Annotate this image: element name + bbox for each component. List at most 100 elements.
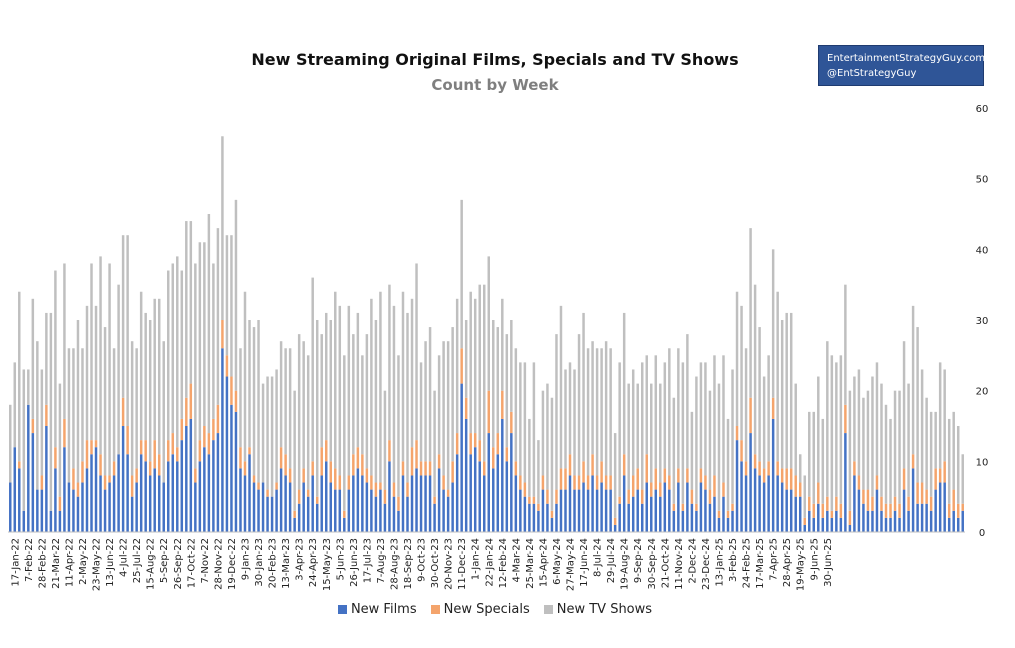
bar-tv-0: [9, 404, 12, 483]
bar-specials-22: [108, 475, 111, 483]
bar-films-173: [789, 489, 793, 532]
bar-films-69: [320, 475, 323, 532]
bar-tv-28: [135, 348, 138, 469]
x-tick-label: 20-Nov-23: [444, 538, 455, 590]
bar-specials-107: [492, 447, 495, 469]
bar-tv-184: [839, 355, 843, 504]
x-tick-label: 9-Sep-24: [633, 538, 644, 583]
bar-tv-199: [907, 383, 910, 497]
y-tick-label: 0: [979, 528, 985, 539]
bar-tv-124: [568, 362, 572, 455]
bar-films-84: [388, 461, 391, 532]
bar-specials-65: [302, 468, 305, 483]
x-tick-label: 17-Jan-22: [10, 538, 21, 587]
bar-specials-109: [501, 390, 504, 419]
x-tick-label: 9-Oct-23: [417, 538, 428, 582]
brand-box: EntertainmentStrategyGuy.com @EntStrateg…: [818, 45, 985, 86]
bar-films-201: [916, 503, 919, 532]
bar-tv-66: [306, 355, 310, 490]
x-tick-label: 13-Jan-25: [714, 538, 725, 587]
bar-specials-78: [361, 454, 364, 476]
bar-tv-44: [207, 214, 211, 434]
bar-films-148: [677, 482, 680, 532]
bar-tv-9: [49, 312, 53, 511]
bar-films-19: [94, 447, 98, 532]
bar-films-101: [464, 418, 468, 532]
bar-tv-41: [194, 263, 197, 469]
x-tick-label: 19-Dec-22: [227, 538, 238, 590]
legend-label-films: New Films: [350, 602, 417, 617]
bar-tv-186: [848, 390, 852, 511]
bar-films-177: [808, 510, 811, 532]
bar-tv-117: [537, 440, 540, 504]
bar-films-48: [225, 376, 229, 532]
bar-specials-182: [830, 510, 834, 518]
bar-specials-88: [406, 482, 409, 497]
x-tick-label: 7-Nov-22: [200, 538, 211, 584]
x-tick-label: 1-Jan-24: [471, 538, 482, 580]
bar-films-65: [302, 482, 305, 532]
bar-tv-33: [157, 298, 161, 455]
bar-specials-146: [668, 475, 671, 490]
bar-films-1: [13, 447, 17, 532]
bar-films-80: [370, 489, 373, 532]
bar-specials-188: [857, 475, 861, 490]
bar-tv-170: [776, 291, 779, 462]
bar-tv-93: [428, 327, 432, 462]
bar-tv-181: [826, 341, 829, 497]
bar-films-179: [817, 503, 820, 532]
bar-tv-180: [821, 418, 825, 504]
bar-specials-202: [920, 482, 924, 504]
x-tick-label: 2-Dec-24: [687, 538, 698, 584]
bar-films-8: [45, 426, 48, 532]
bar-films-62: [288, 482, 292, 532]
bar-films-123: [564, 489, 567, 532]
bar-films-115: [528, 503, 531, 532]
bar-tv-40: [189, 221, 193, 384]
bar-specials-185: [844, 404, 847, 434]
bar-specials-186: [848, 510, 852, 525]
bar-tv-145: [663, 362, 667, 469]
bar-tv-194: [884, 404, 888, 504]
bar-specials-140: [641, 489, 644, 504]
bar-specials-139: [636, 468, 639, 490]
bar-tv-153: [699, 362, 703, 469]
bar-tv-126: [577, 334, 581, 476]
bar-tv-211: [961, 454, 964, 504]
bar-specials-32: [153, 440, 156, 469]
bar-tv-64: [297, 334, 301, 490]
legend: New Films New Specials New TV Shows: [0, 602, 990, 617]
bar-films-73: [338, 489, 342, 532]
bar-tv-97: [446, 341, 450, 490]
bar-films-159: [726, 517, 730, 532]
bar-tv-15: [76, 320, 80, 483]
bar-tv-183: [835, 362, 838, 497]
bar-specials-69: [320, 447, 323, 476]
bar-films-158: [722, 496, 725, 532]
bar-films-17: [85, 468, 89, 532]
x-tick-label: 7-Aug-23: [376, 538, 387, 584]
bar-specials-194: [884, 503, 888, 518]
bar-films-2: [18, 468, 21, 532]
bar-films-112: [514, 475, 518, 532]
x-tick-label: 19-May-25: [796, 538, 807, 591]
bar-films-194: [884, 517, 888, 532]
bar-specials-111: [510, 411, 513, 434]
x-tick-label: 23-Dec-24: [701, 538, 712, 590]
bar-tv-57: [266, 376, 269, 490]
bar-tv-119: [546, 383, 549, 490]
bar-films-25: [121, 426, 125, 532]
bar-specials-105: [483, 461, 486, 476]
bar-specials-209: [952, 489, 955, 511]
bar-films-42: [198, 461, 202, 532]
bar-films-100: [460, 383, 463, 532]
bar-tv-89: [410, 298, 414, 448]
bar-films-170: [776, 475, 779, 532]
bar-tv-201: [916, 327, 919, 483]
bar-tv-107: [492, 320, 495, 448]
bar-films-198: [902, 489, 906, 532]
bar-films-193: [880, 510, 883, 532]
bar-tv-68: [315, 320, 319, 497]
bar-specials-121: [555, 489, 558, 504]
bar-tv-120: [550, 397, 554, 511]
